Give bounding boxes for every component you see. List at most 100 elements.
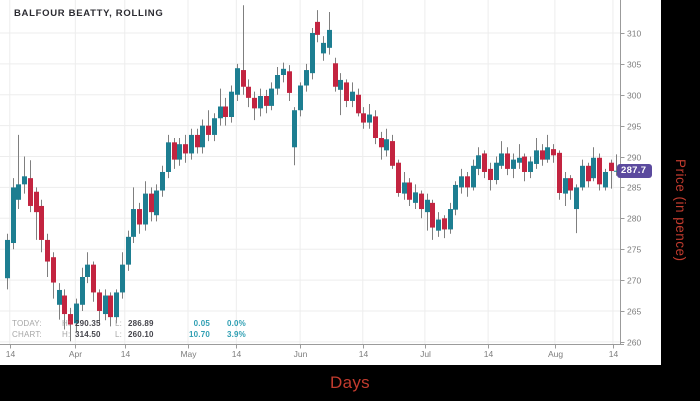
candle-body: [114, 292, 119, 318]
chart-change-pct: 3.9%: [226, 330, 246, 339]
x-tick-label: 14: [232, 349, 242, 359]
candle-body: [586, 165, 591, 182]
candle-body: [51, 257, 56, 283]
candle-body: [206, 125, 211, 135]
candle-body: [183, 144, 188, 154]
x-tick-label: 14: [609, 349, 619, 359]
y-tick-label: 280: [627, 214, 641, 224]
candle-body: [522, 156, 527, 172]
candle-body: [402, 182, 407, 194]
candle-body: [448, 209, 453, 230]
candle-body: [57, 289, 62, 305]
today-high-key: H:: [62, 319, 71, 328]
x-tick-label: May: [180, 349, 197, 359]
candle-body: [603, 171, 608, 188]
candle-body: [482, 153, 487, 172]
candle-body: [384, 139, 389, 151]
candle-body: [91, 264, 96, 293]
candle-body: [177, 144, 182, 160]
chart-high-key: H:: [62, 330, 71, 339]
candle-body: [235, 68, 240, 95]
candle-body: [137, 209, 142, 225]
y-tick-label: 305: [627, 60, 641, 70]
candle-body: [373, 116, 378, 139]
candle-body: [34, 191, 39, 213]
candle-body: [609, 162, 614, 172]
candle-body: [350, 91, 355, 101]
candle-body: [436, 219, 441, 231]
candle-body: [471, 165, 476, 188]
candle-body: [74, 303, 79, 324]
candle-body: [292, 110, 297, 148]
price-tag-value: 287.7: [617, 163, 653, 178]
candle-body: [39, 205, 44, 240]
y-axis-title: Price (in pence): [673, 159, 688, 262]
x-axis-title: Days: [330, 373, 370, 392]
chart-area: 260 265 270 275 280 285 290 295 300 305 310 14 Apr 14…: [0, 0, 661, 365]
candle-body: [614, 170, 619, 172]
candle-body: [258, 96, 263, 109]
x-tick-label: Jul: [420, 349, 431, 359]
x-tick-label: Jun: [294, 349, 308, 359]
candle-body: [246, 86, 251, 98]
today-label: TODAY:: [12, 319, 42, 328]
candle-body: [252, 97, 257, 109]
x-tick-label: Apr: [69, 349, 82, 359]
candle-body: [68, 314, 73, 325]
candle-body: [22, 176, 27, 185]
candle-body: [16, 184, 21, 200]
candle-body: [545, 147, 550, 160]
candle-body: [419, 193, 424, 210]
candle-body: [223, 106, 228, 118]
candle-body: [517, 157, 522, 163]
candle-body: [120, 264, 125, 293]
candle-body: [476, 155, 481, 169]
today-high-value: 290.35: [75, 319, 101, 328]
candle-body: [126, 236, 131, 265]
x-tick-label: Aug: [548, 349, 563, 359]
candle-body: [172, 142, 177, 160]
candle-body: [430, 202, 435, 228]
candle-body: [195, 134, 200, 148]
candle-body: [275, 75, 280, 89]
y-tick-label: 300: [627, 91, 641, 101]
y-tick-label: 285: [627, 183, 641, 193]
y-tick-label: 270: [627, 276, 641, 286]
candle-body: [534, 150, 539, 164]
stats-panel: TODAY: H: 290.35 L: 286.89 0.05 0.0% CHA…: [12, 318, 246, 340]
candle-body: [597, 157, 602, 185]
candle-body: [321, 42, 326, 54]
candle-body: [143, 193, 148, 225]
candle-body: [333, 63, 338, 87]
stats-row-today: TODAY: H: 290.35 L: 286.89 0.05 0.0%: [12, 318, 246, 329]
candle-body: [511, 159, 516, 169]
candle-body: [97, 292, 102, 311]
candle-body: [131, 209, 136, 237]
candle-body: [488, 168, 493, 181]
candle-body: [264, 96, 269, 106]
candle-body: [11, 187, 16, 244]
x-tick-label: 14: [121, 349, 131, 359]
candle-body: [218, 106, 223, 119]
chart-low-value: 260.10: [128, 330, 154, 339]
candlestick-chart[interactable]: 260 265 270 275 280 285 290 295 300 305 310 14 Apr 14…: [0, 0, 661, 365]
candle-body: [108, 295, 113, 318]
chart-high-value: 314.50: [75, 330, 101, 339]
x-axis-title-panel: Days: [0, 365, 700, 401]
y-axis-title-panel: Price (in pence): [661, 0, 700, 365]
candle-body: [361, 113, 366, 123]
candle-body: [62, 295, 67, 315]
last-price-tag: 287.7: [617, 163, 653, 178]
today-change: 0.05: [193, 319, 210, 328]
chart-change: 10.70: [188, 330, 210, 339]
candle-body: [580, 165, 585, 188]
candle-body: [442, 218, 447, 230]
candle-body: [304, 70, 309, 86]
candle-body: [103, 295, 108, 315]
candle-body: [241, 70, 246, 87]
chart-low-key: L:: [115, 330, 123, 339]
x-tick-label: 14: [6, 349, 16, 359]
y-tick-label: 275: [627, 245, 641, 255]
candle-body: [45, 239, 50, 262]
